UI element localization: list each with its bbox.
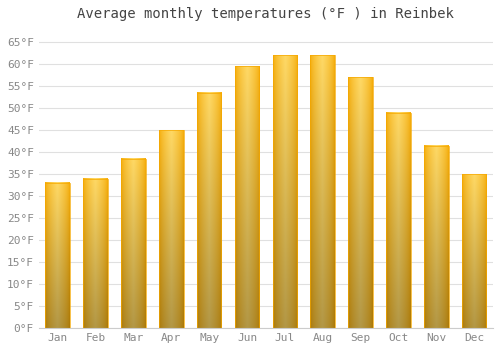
Bar bbox=[197, 93, 222, 328]
Bar bbox=[121, 159, 146, 328]
Bar bbox=[159, 130, 184, 328]
Bar bbox=[46, 183, 70, 328]
Bar bbox=[84, 178, 108, 328]
Bar bbox=[462, 174, 486, 328]
Bar bbox=[272, 55, 297, 328]
Bar bbox=[234, 66, 260, 328]
Bar bbox=[310, 55, 335, 328]
Bar bbox=[424, 146, 448, 328]
Bar bbox=[348, 77, 373, 328]
Bar bbox=[386, 113, 410, 328]
Title: Average monthly temperatures (°F ) in Reinbek: Average monthly temperatures (°F ) in Re… bbox=[78, 7, 454, 21]
